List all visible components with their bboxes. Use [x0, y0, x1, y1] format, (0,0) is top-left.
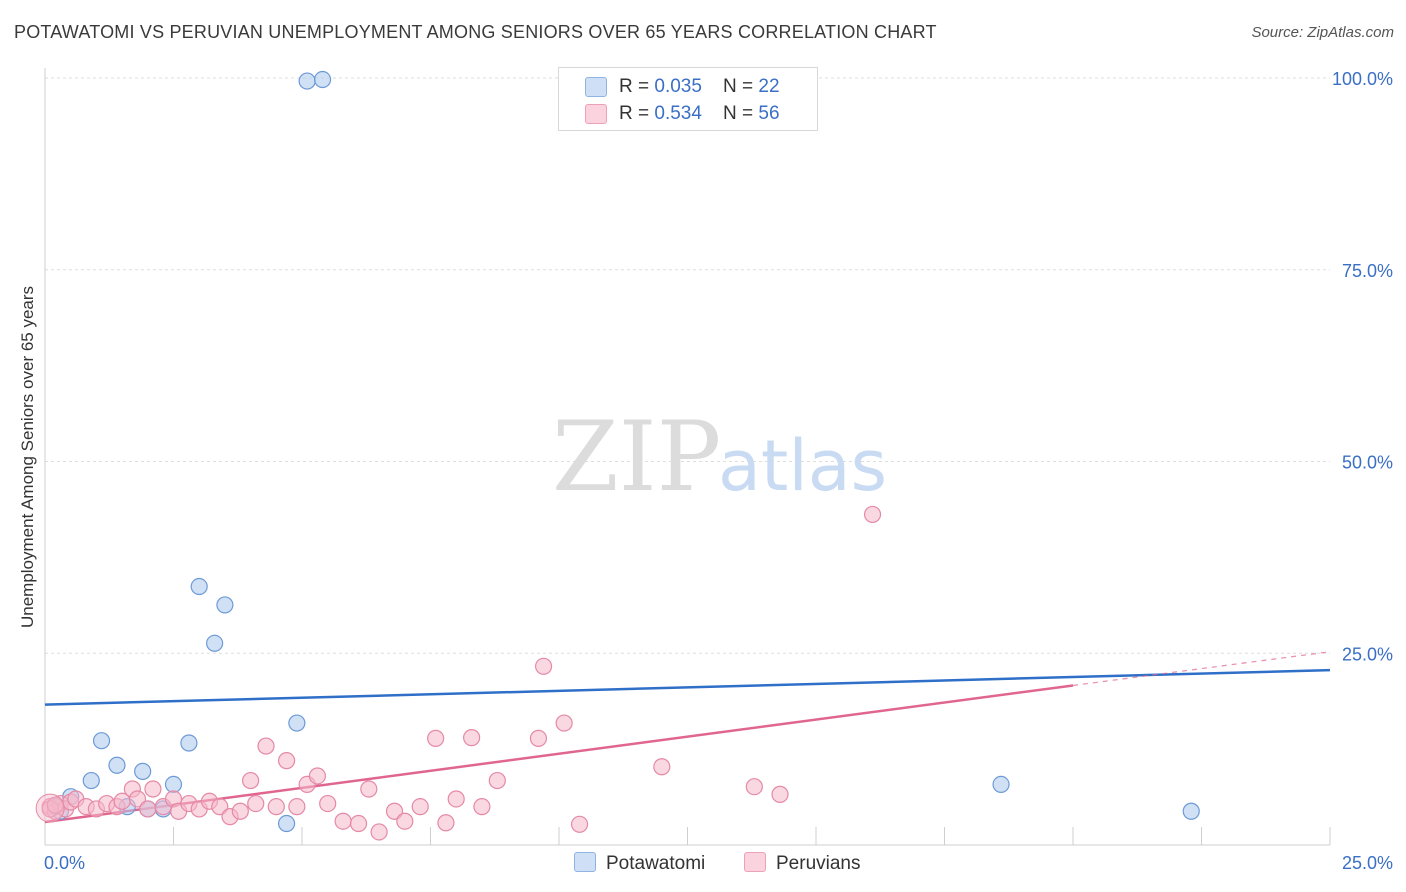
- y-tick-label: 100.0%: [1332, 69, 1393, 89]
- peruvians-point: [447, 790, 465, 808]
- chart-title: POTAWATOMI VS PERUVIAN UNEMPLOYMENT AMON…: [14, 22, 937, 42]
- peruvians-point: [267, 798, 285, 816]
- peruvians-point: [411, 798, 429, 816]
- watermark-atlas: atlas: [718, 425, 887, 507]
- correlation-legend: R = 0.035 N = 22 R = 0.534 N = 56: [558, 67, 818, 131]
- peruvians-point: [349, 814, 368, 833]
- legend-swatch-potawatomi: [585, 77, 607, 97]
- peruvians-point: [139, 800, 157, 818]
- series-swatch-potawatomi: [574, 852, 596, 872]
- legend-r-value: 0.035: [654, 76, 702, 97]
- peruvians-point: [473, 798, 491, 816]
- peruvians-cluster-point: [35, 793, 65, 823]
- axes: [44, 68, 1331, 846]
- potawatomi-point: [992, 775, 1010, 794]
- peruvians-point: [334, 812, 352, 830]
- legend-n-label: N =: [723, 76, 759, 97]
- potawatomi-point: [298, 72, 316, 90]
- series-name-potawatomi: Potawatomi: [606, 853, 706, 874]
- y-tick-label: 50.0%: [1342, 453, 1393, 473]
- potawatomi-point: [216, 596, 234, 614]
- potawatomi-point: [206, 634, 224, 652]
- series-legend-peruvians: Peruvians: [744, 852, 861, 875]
- peruvians-point: [308, 767, 327, 785]
- legend-r-value: 0.534: [654, 103, 702, 124]
- peruvians-point: [570, 815, 589, 833]
- peruvians-point: [144, 780, 162, 798]
- legend-n-value: 56: [758, 103, 780, 124]
- potawatomi-trend-line: [44, 668, 1331, 706]
- legend-r-label: R =: [619, 76, 655, 97]
- potawatomi-point: [82, 771, 100, 790]
- data-points: [35, 70, 1200, 841]
- peruvians-point: [427, 729, 445, 747]
- potawatomi-point: [277, 814, 296, 833]
- peruvians-point: [231, 802, 249, 820]
- peruvians-point: [360, 780, 378, 798]
- peruvians-point: [863, 505, 882, 524]
- peruvians-point: [319, 794, 337, 813]
- peruvians-point: [277, 752, 296, 770]
- potawatomi-point: [108, 756, 126, 774]
- peruvians-point: [396, 812, 414, 830]
- legend-n-value: 22: [758, 76, 780, 97]
- peruvians-point: [745, 778, 763, 796]
- potawatomi-point: [313, 70, 332, 89]
- y-tick-label: 25.0%: [1342, 644, 1393, 664]
- series-swatch-peruvians: [744, 852, 766, 872]
- x-tick-label: 0.0%: [44, 853, 85, 873]
- peruvians-point: [288, 798, 306, 816]
- peruvians-point: [463, 729, 481, 747]
- x-tick-label: 25.0%: [1342, 853, 1393, 873]
- peruvians-point: [385, 802, 404, 820]
- series-legend-potawatomi: Potawatomi: [574, 852, 705, 875]
- series-name-peruvians: Peruvians: [776, 853, 861, 874]
- peruvians-point: [488, 771, 506, 790]
- peruvians-point: [128, 790, 147, 808]
- peruvians-point: [534, 657, 553, 675]
- peruvians-point: [211, 798, 229, 816]
- legend-n-label: N =: [723, 103, 759, 124]
- potawatomi-point: [92, 732, 111, 750]
- watermark-zip: ZIP: [552, 401, 721, 513]
- potawatomi-point: [1182, 802, 1200, 820]
- legend-swatch-peruvians: [585, 104, 607, 124]
- peruvians-point: [555, 714, 573, 732]
- peruvians-point: [370, 823, 388, 841]
- potawatomi-point: [134, 762, 152, 780]
- y-tick-label: 75.0%: [1342, 261, 1393, 281]
- peruvians-point: [257, 737, 275, 755]
- peruvians-point: [771, 785, 789, 803]
- peruvians-point: [437, 814, 455, 832]
- source-credit: Source: ZipAtlas.com: [1251, 24, 1394, 41]
- legend-r-label: R =: [619, 103, 655, 124]
- potawatomi-point: [164, 775, 183, 794]
- potawatomi-point: [288, 714, 306, 732]
- trend-lines: [44, 651, 1331, 824]
- potawatomi-point: [190, 577, 208, 596]
- potawatomi-point: [180, 734, 198, 752]
- peruvians-point: [46, 796, 64, 814]
- tick-labels: 25.0% 50.0% 75.0% 100.0% 0.0% 25.0%: [44, 69, 1393, 873]
- peruvians-trend-extension: [1072, 651, 1331, 687]
- peruvians-point: [247, 794, 265, 813]
- peruvians-point: [529, 729, 548, 747]
- peruvians-point: [653, 758, 671, 776]
- gridlines: [45, 77, 1330, 654]
- peruvians-point: [242, 771, 260, 790]
